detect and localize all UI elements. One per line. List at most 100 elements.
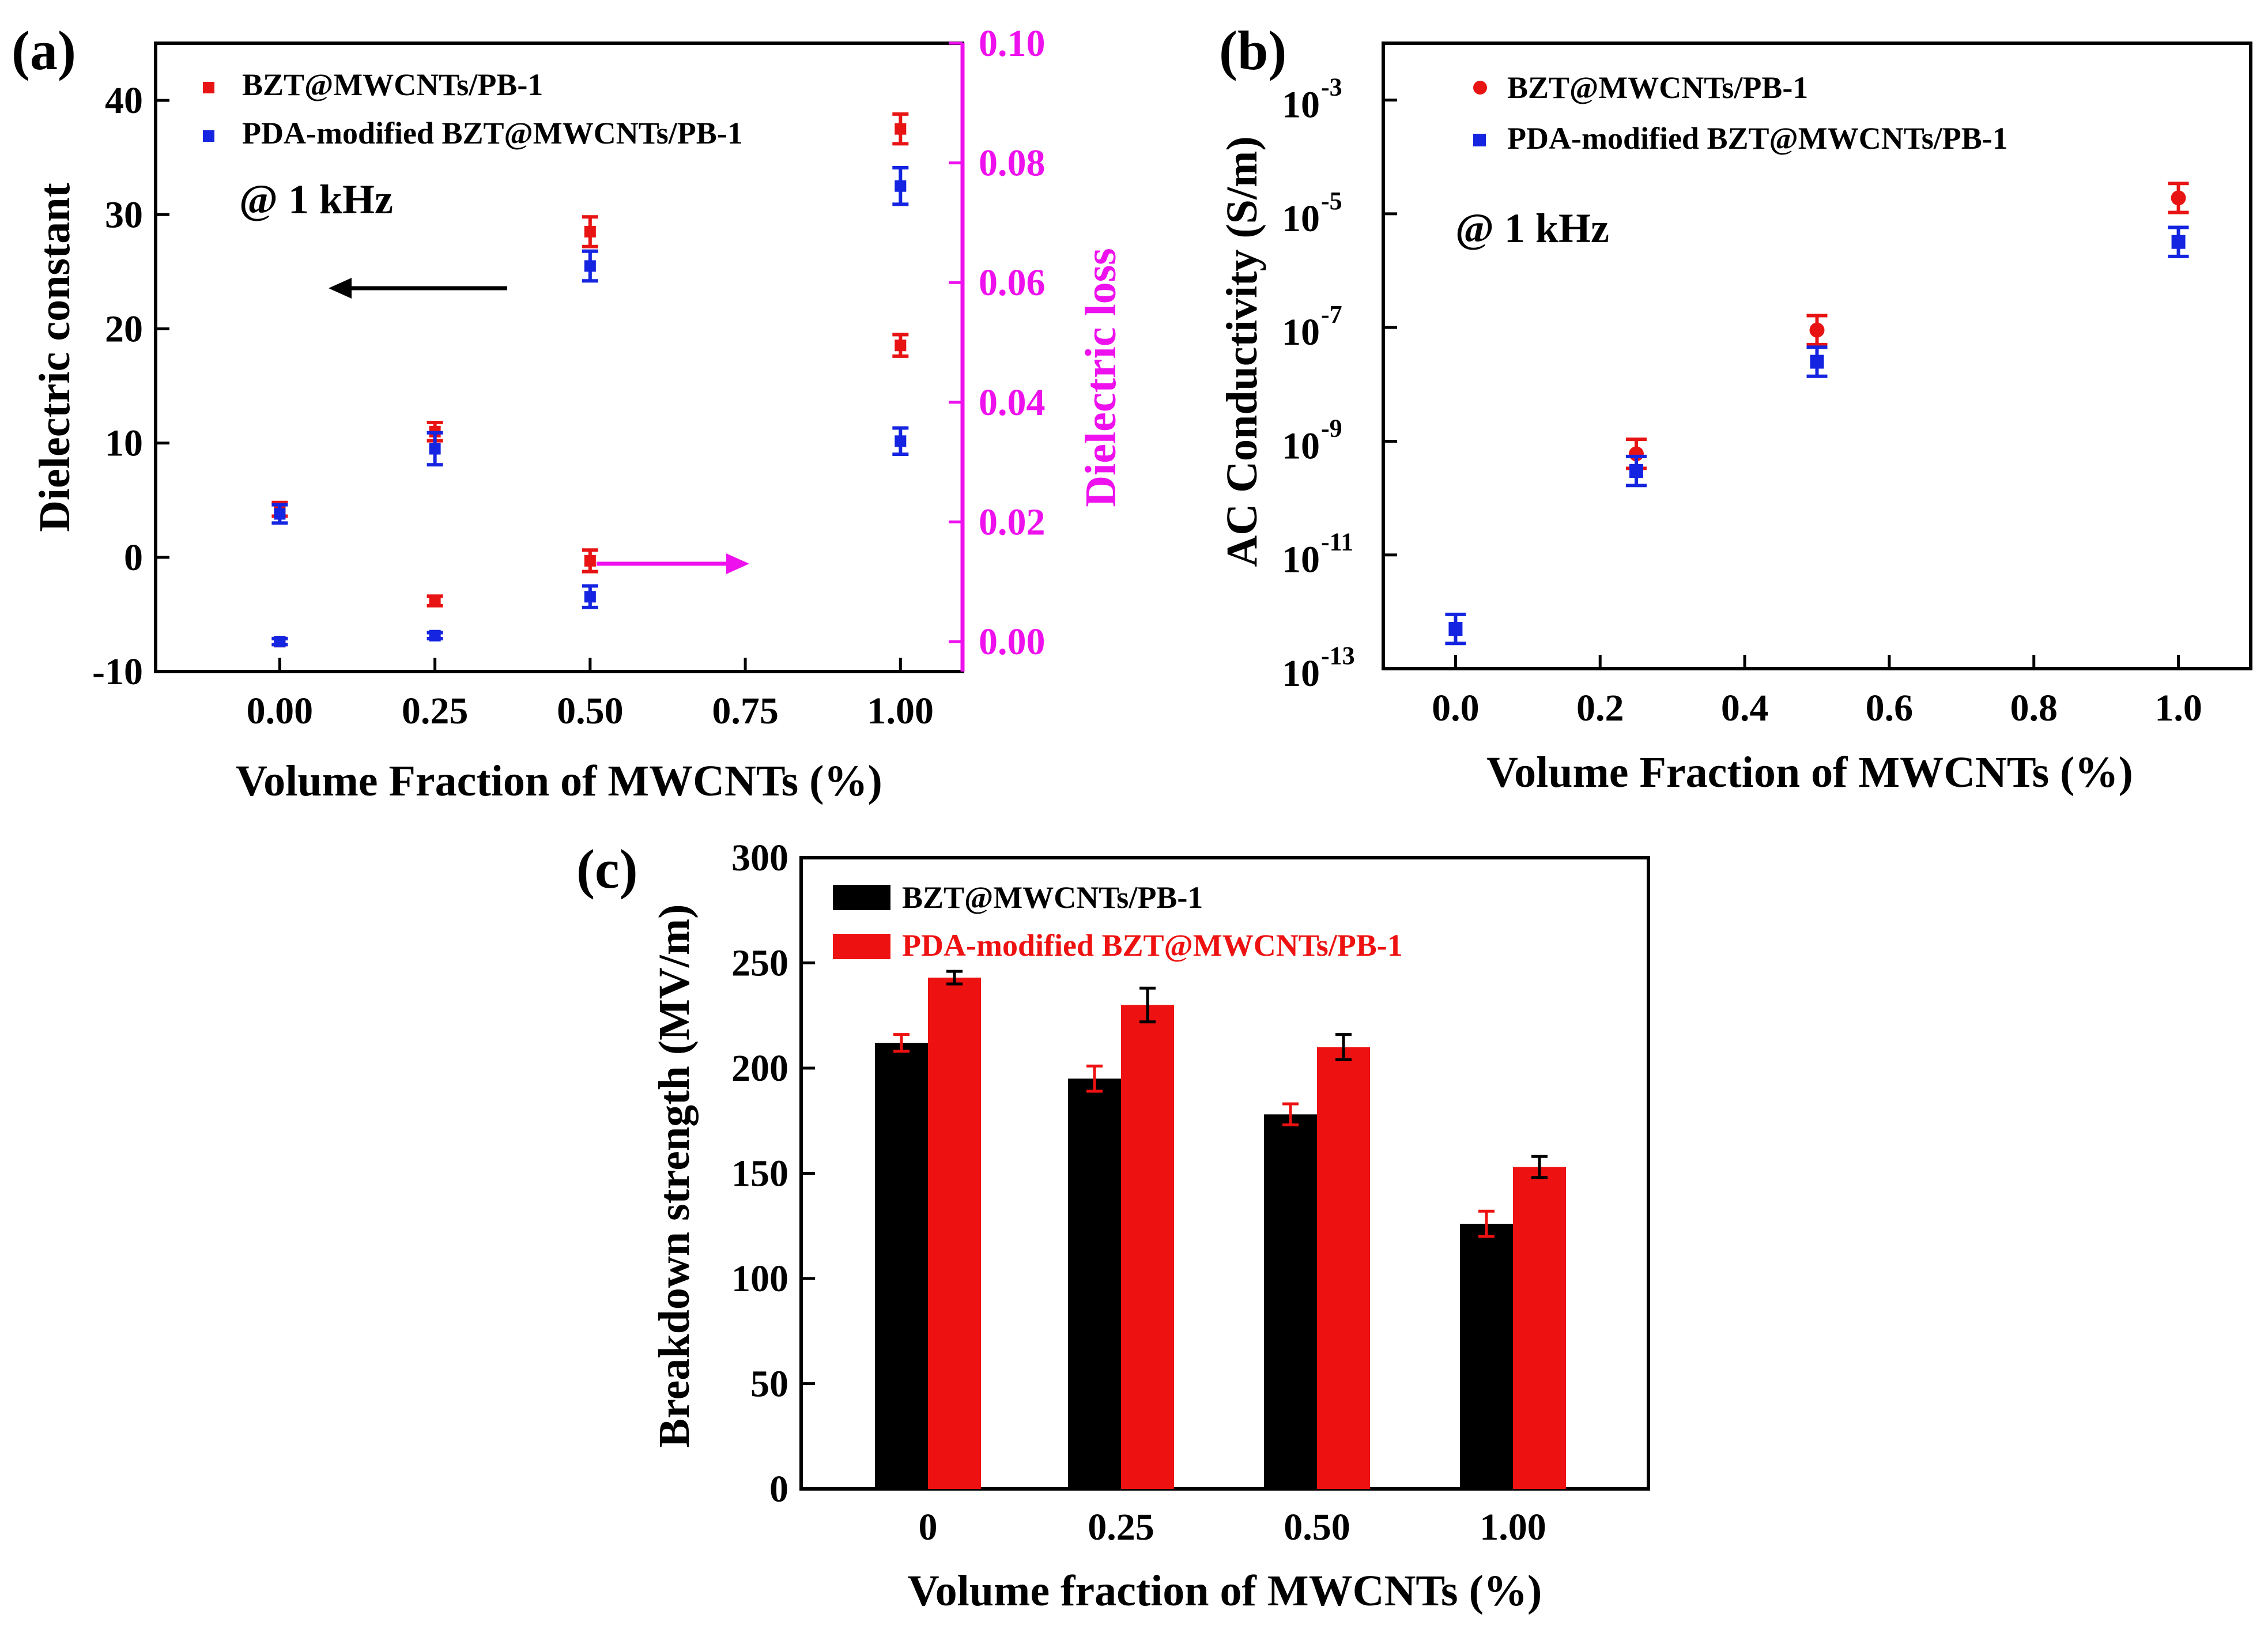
panel-b-legend-label-pda: PDA-modified BZT@MWCNTs/PB-1 (1507, 121, 2008, 156)
panel-a-data-point (895, 180, 907, 192)
panel-c-y-tick-label: 0 (769, 1468, 788, 1510)
panel-b-data-points (1445, 182, 2189, 646)
panel-a-data-point (584, 260, 596, 272)
panel-c-x-tick-label: 0.50 (1284, 1506, 1350, 1548)
panel-a-legend-marker-bzt (203, 82, 214, 93)
panel-c-y-label: Breakdown strength (MV/m) (650, 904, 699, 1448)
panel-a-dielectric: (a) 0.00 0.25 0.50 0.75 1.00 -10 0 10 20 30 40 0.… (12, 20, 1125, 805)
panel-a-y2-tick-label: 0.04 (979, 382, 1046, 424)
panel-c-legend: BZT@MWCNTs/PB-1 PDA-modified BZT@MWCNTs/… (833, 880, 1403, 963)
panel-a-y2-tick-label: 0.06 (979, 262, 1046, 304)
panel-a-x-tick-label: 0.00 (247, 690, 314, 732)
panel-b-annotation: @ 1 kHz (1455, 205, 1609, 251)
panel-b-y-tick-label: 10 (1282, 198, 1320, 240)
panel-a-data-point (429, 629, 441, 642)
panel-a-y2-tick-label: 0.00 (979, 621, 1046, 663)
panel-a-data-point (429, 443, 441, 455)
panel-a-y-tick-label: 20 (105, 308, 143, 350)
panel-b-data-point (1448, 622, 1463, 636)
panel-a-legend: BZT@MWCNTs/PB-1 PDA-modified BZT@MWCNTs/… (203, 67, 743, 150)
panel-a-y-label: Dielectric constant (31, 183, 79, 532)
panel-a-arrow-right (597, 553, 749, 574)
panel-c-x-label: Volume fraction of MWCNTs (%) (908, 1567, 1542, 1615)
panel-c-x-tick-label: 0 (919, 1506, 938, 1548)
panel-c-y-tick-label: 200 (731, 1047, 788, 1089)
panel-a-legend-label-bzt: BZT@MWCNTs/PB-1 (242, 67, 543, 102)
panel-a-x-axis: 0.00 0.25 0.50 0.75 1.00 (247, 658, 934, 732)
panel-a-data-point (895, 435, 907, 447)
panel-b-x-tick-label: 0.0 (1432, 687, 1480, 729)
panel-b-data-point (1810, 354, 1824, 369)
panel-a-y2-axis: 0.00 0.02 0.04 0.06 0.08 0.10 (949, 22, 1046, 672)
panel-a-data-point (584, 226, 596, 237)
panel-b-data-point (1629, 464, 1643, 478)
panel-b-legend-marker-bzt (1473, 81, 1487, 95)
panel-b-y-label: AC Conductivity (S/m) (1218, 136, 1266, 567)
panel-b-data-point (2171, 235, 2186, 249)
panel-c-bar-pda (1513, 1167, 1566, 1489)
panel-a-data-point (274, 508, 286, 520)
panel-c-x-tick-label: 0.25 (1088, 1506, 1154, 1548)
panel-b-x-tick-label: 0.8 (2010, 687, 2058, 729)
panel-a-data-points (271, 112, 909, 648)
panel-a-y2-tick-label: 0.02 (979, 501, 1046, 543)
panel-c-bars (875, 970, 1566, 1489)
panel-b-x-tick-label: 1.0 (2154, 687, 2202, 729)
panel-a-legend-marker-pda (203, 130, 214, 142)
panel-c-y-tick-label: 150 (731, 1153, 788, 1195)
panel-a-legend-label-pda: PDA-modified BZT@MWCNTs/PB-1 (242, 116, 743, 150)
panel-b-y-tick-exponent: -7 (1321, 300, 1342, 329)
panel-a-data-point (429, 595, 441, 607)
panel-a-data-point (584, 555, 596, 567)
panel-b-data-point (1809, 322, 1825, 338)
panel-a-y2-tick-label: 0.08 (979, 142, 1046, 184)
panel-b-y-tick-label: 10 (1282, 653, 1320, 695)
panel-c-y-tick-label: 250 (731, 942, 788, 985)
panel-c-y-axis: 0 50 100 150 200 250 300 (731, 837, 815, 1510)
panel-c-bar-bzt (1460, 1224, 1513, 1489)
panel-b-plot-frame (1382, 42, 2252, 670)
panel-c-bar-pda (928, 978, 981, 1489)
panel-a-x-tick-label: 0.50 (557, 690, 624, 732)
panel-a-label: (a) (12, 20, 76, 81)
panel-a-y-tick-label: 40 (105, 80, 143, 122)
panel-c-breakdown: (c) 0 50 100 150 200 250 300 0 0.25 0.50 1.00 Vol… (576, 837, 1650, 1615)
panel-c-legend-label-pda: PDA-modified BZT@MWCNTs/PB-1 (902, 928, 1403, 963)
panel-c-x-tick-label: 1.00 (1480, 1506, 1546, 1548)
panel-c-legend-label-bzt: BZT@MWCNTs/PB-1 (902, 880, 1203, 915)
panel-a-x-tick-label: 1.00 (867, 690, 934, 732)
panel-c-y-tick-label: 300 (731, 837, 788, 879)
panel-b-x-axis: 0.0 0.2 0.4 0.6 0.8 1.0 (1432, 655, 2202, 729)
panel-b-y-tick-label: 10 (1282, 539, 1320, 581)
panel-b-x-tick-label: 0.4 (1721, 687, 1769, 729)
panel-c-x-axis: 0 0.25 0.50 1.00 (919, 1506, 1546, 1548)
panel-a-data-point (895, 340, 907, 352)
panel-b-legend-label-bzt: BZT@MWCNTs/PB-1 (1507, 70, 1808, 105)
panel-a-arrow-left (329, 278, 507, 299)
panel-a-y-axis: -10 0 10 20 30 40 (92, 80, 169, 693)
panel-c-y-tick-label: 50 (750, 1363, 788, 1405)
panel-b-y-tick-label: 10 (1282, 311, 1320, 353)
panel-a-y-tick-label: -10 (92, 651, 143, 693)
panel-c-bar-pda (1317, 1047, 1370, 1489)
panel-a-annotation: @ 1 kHz (239, 176, 393, 222)
panel-b-y-tick-exponent: -13 (1321, 642, 1355, 670)
panel-c-legend-swatch-bzt (833, 885, 890, 910)
panel-a-x-tick-label: 0.75 (712, 690, 779, 732)
panel-b-y-tick-label: 10 (1282, 425, 1320, 467)
panel-b-x-tick-label: 0.2 (1576, 687, 1624, 729)
panel-c-y-tick-label: 100 (731, 1258, 788, 1300)
panel-b-legend: BZT@MWCNTs/PB-1 PDA-modified BZT@MWCNTs/… (1473, 70, 2008, 156)
panel-c-bar-pda (1121, 1005, 1174, 1489)
panel-a-y2-label: Dielectric loss (1077, 248, 1125, 507)
panel-a-y-tick-label: 0 (124, 537, 143, 579)
panel-a-data-point (274, 636, 286, 648)
panel-b-legend-marker-pda (1473, 134, 1486, 146)
panel-c-bar-bzt (875, 1043, 928, 1489)
panel-c-legend-swatch-pda (833, 934, 890, 959)
panel-a-y-tick-label: 30 (105, 194, 143, 236)
panel-a-y-tick-label: 10 (105, 423, 143, 465)
